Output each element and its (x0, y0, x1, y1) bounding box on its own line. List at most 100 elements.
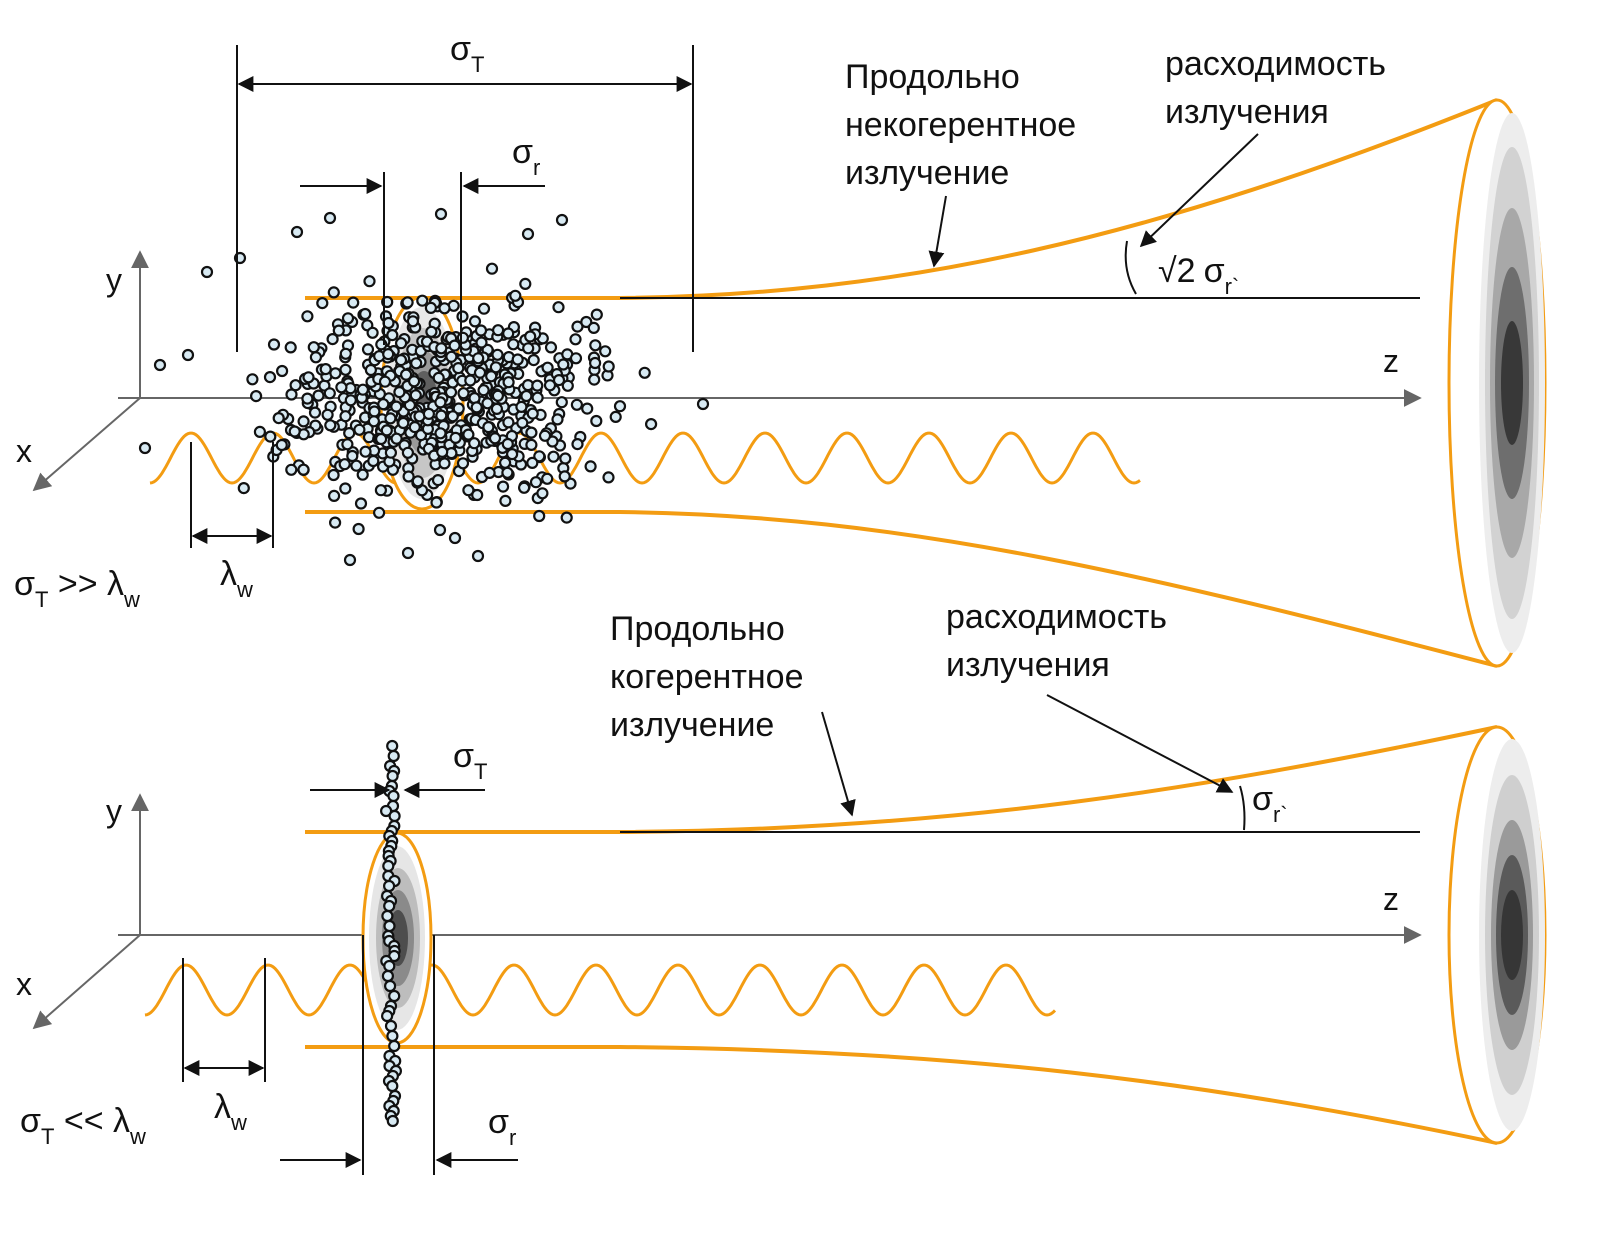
electron-particle (382, 348, 395, 361)
electron-particle (316, 297, 329, 310)
electron-particle (511, 353, 524, 366)
electron-particle (558, 470, 571, 483)
electron-particle (473, 366, 487, 379)
electron-particle (638, 366, 651, 379)
electron-particle (520, 389, 533, 403)
electron-particle (519, 277, 532, 290)
electron-particle (522, 342, 535, 355)
electron-particle (200, 265, 214, 279)
electron-particle (328, 489, 341, 502)
electron-particle (571, 438, 584, 451)
electron-particle (332, 324, 345, 337)
electron-particle (432, 371, 445, 384)
electron-particle (474, 324, 488, 337)
electron-particle (555, 396, 568, 409)
electron-particle (267, 338, 281, 351)
electron-particle (276, 364, 289, 378)
electron-particle (509, 289, 522, 302)
electron-particle (446, 410, 459, 423)
bottom-divergence-angle-label: σr` (1252, 780, 1288, 827)
electron-particle (250, 390, 263, 403)
electron-particle (386, 329, 399, 342)
electron-particle (363, 275, 376, 288)
top-far-field-screen (1447, 98, 1547, 668)
electron-particle (644, 418, 658, 431)
electron-particle (505, 448, 519, 461)
electron-particle (696, 397, 710, 411)
electron-particle (515, 400, 528, 413)
electron-particle (275, 438, 288, 452)
electron-particle (359, 307, 372, 321)
electron-particle (386, 739, 399, 753)
electron-particle (602, 360, 615, 373)
electron-particle (456, 310, 469, 323)
electron-particle (367, 415, 380, 428)
electron-particle (482, 421, 495, 434)
top-sigmaT-label: σT (450, 30, 484, 77)
electron-particle (323, 211, 337, 225)
bottom-z-label: z (1383, 881, 1399, 917)
electron-particle (588, 356, 602, 370)
bottom-far-field-screen (1447, 725, 1547, 1145)
electron-particle (386, 1079, 399, 1093)
electron-particle (383, 919, 396, 933)
electron-particle (468, 437, 481, 450)
electron-particle (449, 431, 462, 444)
electron-particle (329, 516, 342, 529)
electron-particle (368, 405, 381, 418)
electron-particle (350, 459, 363, 472)
electron-particle (410, 357, 423, 370)
electron-particle (613, 400, 627, 413)
electron-particle (373, 506, 386, 519)
electron-particle (452, 362, 465, 375)
electron-particle (609, 410, 622, 423)
bottom-x-axis (32, 934, 141, 1030)
electron-particle (570, 398, 584, 411)
top-electron-cloud (138, 207, 710, 567)
bottom-bunch-spot (361, 831, 433, 1045)
top-incoherent-label: Продольно некогерентное излучение (845, 58, 1086, 192)
electron-particle (327, 286, 340, 299)
electron-particle (501, 437, 514, 451)
electron-particle (312, 389, 325, 402)
electron-particle (547, 450, 560, 463)
bottom-divergence-pointer (1046, 694, 1234, 793)
electron-particle (590, 414, 603, 428)
electron-particle (377, 398, 390, 411)
electron-particle (335, 381, 348, 394)
electron-particle (435, 342, 448, 355)
electron-particle (386, 1029, 399, 1043)
electron-particle (425, 325, 438, 338)
electron-particle (438, 302, 451, 315)
electron-particle (290, 225, 304, 239)
electron-particle (356, 383, 369, 396)
electron-particle (356, 468, 369, 481)
electron-particle (555, 213, 569, 227)
electron-particle (485, 370, 498, 383)
electron-particle (590, 308, 603, 321)
electron-particle (284, 341, 297, 354)
electron-particle (181, 348, 195, 362)
electron-particle (433, 523, 447, 537)
electron-particle (285, 463, 298, 476)
electron-particle (408, 375, 421, 388)
electron-particle (526, 407, 539, 420)
electron-particle (378, 375, 392, 388)
electron-particle (551, 413, 564, 426)
electron-particle (501, 466, 514, 479)
electron-particle (602, 471, 615, 484)
electron-particle (323, 387, 336, 400)
electron-particle (416, 294, 429, 307)
electron-particle (327, 468, 340, 482)
electron-particle (343, 553, 357, 567)
electron-particle (431, 474, 445, 487)
top-sigmar-label: σr (512, 133, 540, 180)
bottom-coherent-label: Продольно когерентное излучение (610, 610, 813, 744)
electron-particle (541, 472, 554, 485)
electron-particle (380, 424, 393, 437)
electron-particle (388, 989, 401, 1003)
electron-particle (400, 368, 413, 381)
electron-particle (346, 449, 359, 463)
electron-particle (272, 412, 285, 425)
